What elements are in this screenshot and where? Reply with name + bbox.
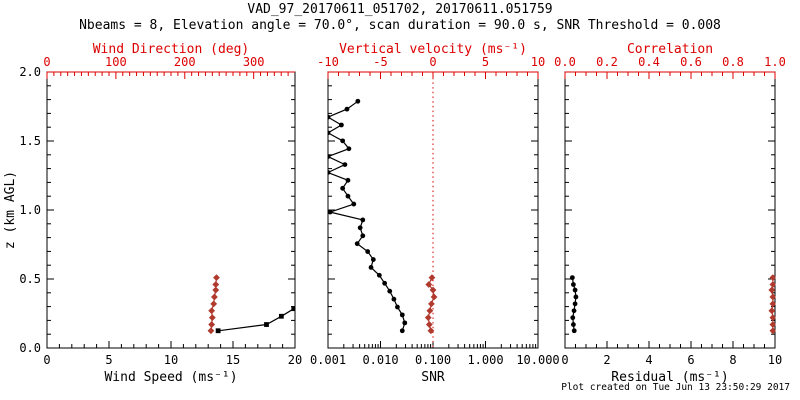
svg-text:Wind Speed (ms⁻¹): Wind Speed (ms⁻¹) <box>104 370 237 385</box>
svg-text:0: 0 <box>43 353 50 367</box>
svg-text:Wind Direction (deg): Wind Direction (deg) <box>93 42 250 57</box>
svg-text:10: 10 <box>768 353 782 367</box>
series-wind-direction <box>207 274 220 335</box>
svg-text:0: 0 <box>43 55 50 69</box>
svg-text:2.0: 2.0 <box>19 65 41 79</box>
svg-text:1.0: 1.0 <box>764 55 786 69</box>
svg-text:0.010: 0.010 <box>362 353 398 367</box>
svg-text:0.2: 0.2 <box>596 55 618 69</box>
plot-subtitle: Nbeams = 8, Elevation angle = 70.0°, sca… <box>79 18 721 33</box>
svg-text:0.0: 0.0 <box>19 341 41 355</box>
svg-text:2: 2 <box>603 353 610 367</box>
svg-text:4: 4 <box>645 353 652 367</box>
svg-text:0.8: 0.8 <box>722 55 744 69</box>
panel-snr: 0.001 0.010 0.100 1.000 10.000 SNR -10 -5 0 5 10 Ve… <box>310 42 560 385</box>
plot-box-residual <box>564 71 776 349</box>
svg-text:1.0: 1.0 <box>19 203 41 217</box>
svg-text:0.001: 0.001 <box>310 353 346 367</box>
svg-text:8: 8 <box>729 353 736 367</box>
svg-text:0.5: 0.5 <box>19 272 41 286</box>
svg-text:10: 10 <box>164 353 178 367</box>
y-axis-wind <box>47 71 295 349</box>
svg-text:SNR: SNR <box>421 370 445 385</box>
top-axis-residual: 0.0 0.2 0.4 0.6 0.8 1.0 Correlation <box>554 42 786 79</box>
svg-text:100: 100 <box>105 55 127 69</box>
y-axis-residual <box>565 71 775 349</box>
svg-text:15: 15 <box>226 353 240 367</box>
svg-text:6: 6 <box>687 353 694 367</box>
svg-text:300: 300 <box>243 55 265 69</box>
svg-text:0: 0 <box>429 55 436 69</box>
svg-text:1.000: 1.000 <box>467 353 503 367</box>
svg-text:200: 200 <box>174 55 196 69</box>
svg-text:z (km AGL): z (km AGL) <box>3 171 18 249</box>
svg-text:10.000: 10.000 <box>516 353 559 367</box>
top-axis-snr: -10 -5 0 5 10 Vertical velocity (ms⁻¹) <box>317 42 545 347</box>
series-snr-profile <box>327 98 408 334</box>
svg-text:5: 5 <box>105 353 112 367</box>
svg-text:Vertical velocity (ms⁻¹): Vertical velocity (ms⁻¹) <box>339 42 527 57</box>
svg-text:0: 0 <box>561 353 568 367</box>
bottom-axis-residual: 0 2 4 6 8 10 Residual (ms⁻¹) <box>561 341 782 385</box>
series-vertical-velocity <box>424 274 438 335</box>
svg-text:0.6: 0.6 <box>680 55 702 69</box>
svg-text:0.4: 0.4 <box>638 55 660 69</box>
svg-text:0.0: 0.0 <box>554 55 576 69</box>
svg-text:5: 5 <box>482 55 489 69</box>
svg-text:1.5: 1.5 <box>19 134 41 148</box>
series-residual-profile <box>569 275 579 334</box>
plot-box-wind <box>46 71 296 349</box>
svg-text:20: 20 <box>288 353 302 367</box>
panel-residual: 0 2 4 6 8 10 Residual (ms⁻¹) 0.0 0.2 0.4 0.6 0.8 1.0… <box>554 42 786 385</box>
svg-text:Correlation: Correlation <box>627 42 713 57</box>
plot-created-timestamp: Plot created on Tue Jun 13 23:50:29 2017 <box>561 382 790 393</box>
svg-text:0.100: 0.100 <box>415 353 451 367</box>
series-wind-speed <box>215 306 296 334</box>
svg-text:10: 10 <box>531 55 545 69</box>
svg-text:-10: -10 <box>317 55 339 69</box>
bottom-axis-snr: 0.001 0.010 0.100 1.000 10.000 SNR <box>310 341 560 385</box>
svg-text:Residual (ms⁻¹): Residual (ms⁻¹) <box>611 370 728 385</box>
bottom-axis-wind: 0 5 10 15 20 Wind Speed (ms⁻¹) <box>43 341 302 385</box>
series-correlation-profile <box>768 274 776 335</box>
plot-title: VAD_97_20170611_051702, 20170611.051759 <box>247 2 553 17</box>
svg-text:-5: -5 <box>373 55 387 69</box>
